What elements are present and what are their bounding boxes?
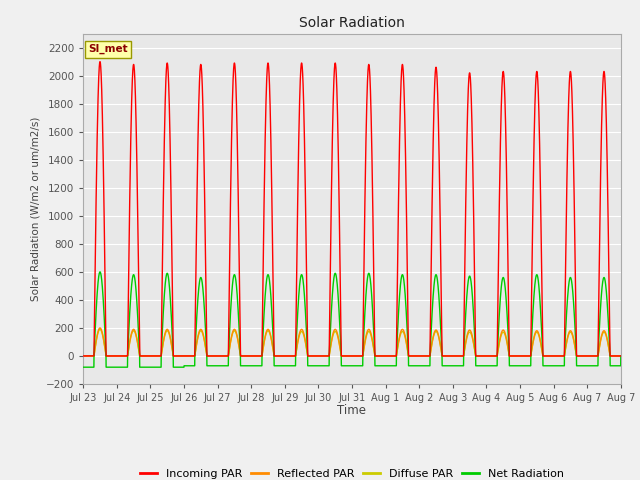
Title: Solar Radiation: Solar Radiation: [299, 16, 405, 30]
Text: SI_met: SI_met: [88, 44, 128, 54]
Legend: Incoming PAR, Reflected PAR, Diffuse PAR, Net Radiation: Incoming PAR, Reflected PAR, Diffuse PAR…: [136, 465, 568, 480]
X-axis label: Time: Time: [337, 405, 367, 418]
Y-axis label: Solar Radiation (W/m2 or um/m2/s): Solar Radiation (W/m2 or um/m2/s): [30, 117, 40, 301]
